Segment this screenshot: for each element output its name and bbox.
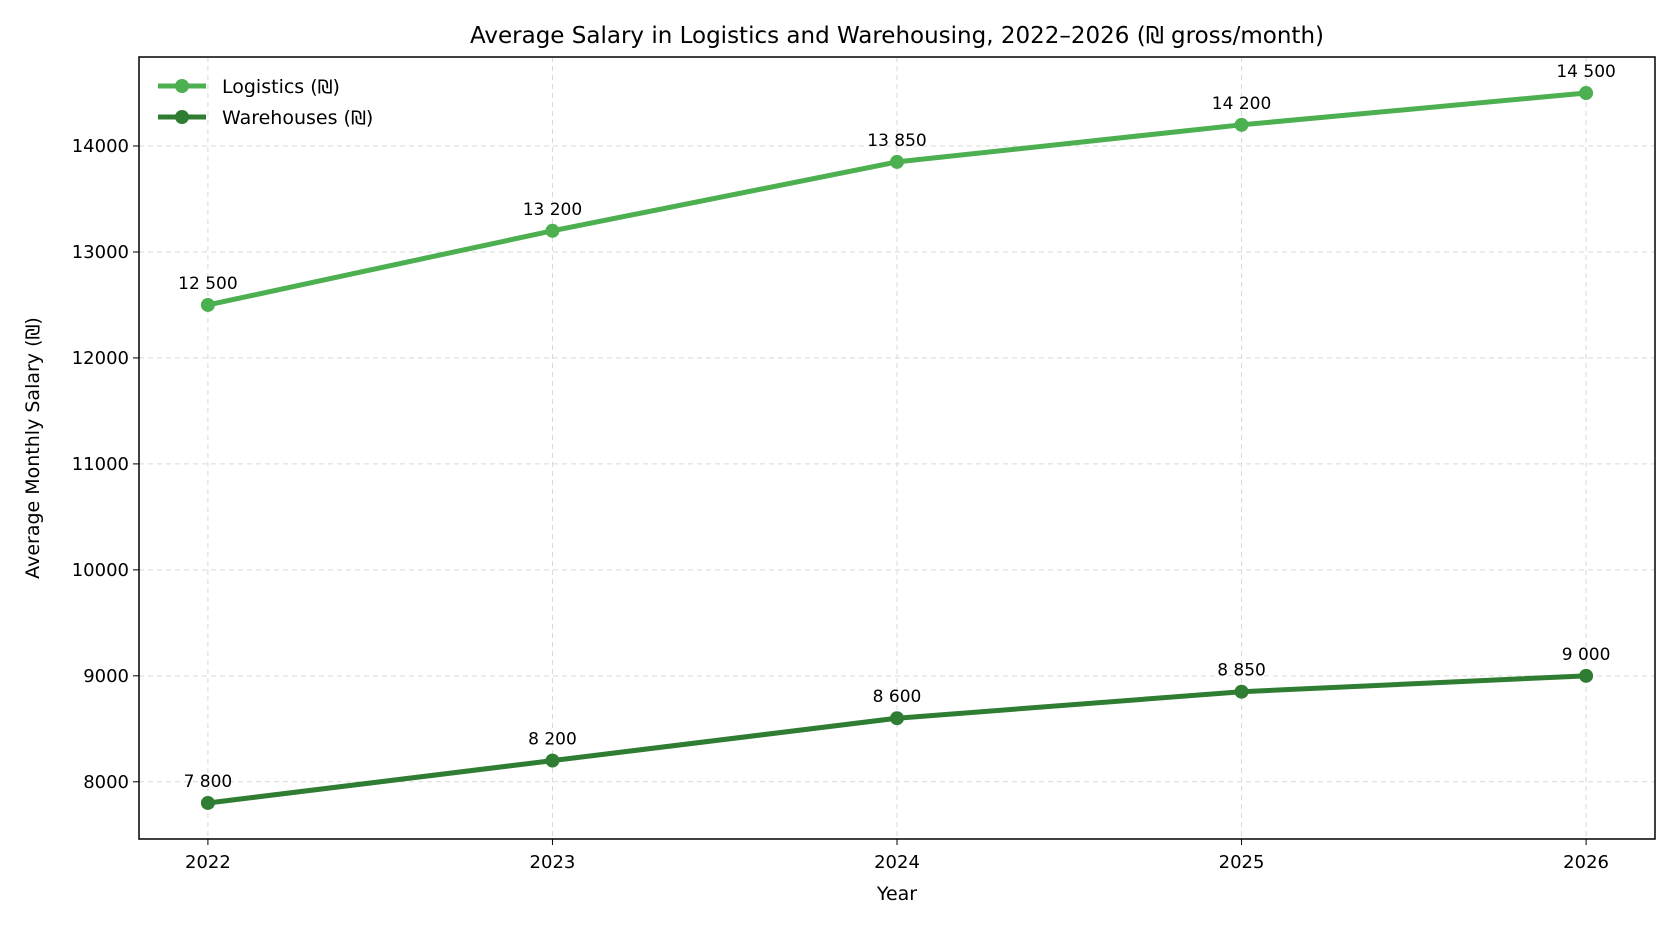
data-label: 12 500 <box>178 274 237 294</box>
data-point <box>890 711 904 726</box>
legend-swatch-marker <box>175 110 189 124</box>
data-label: 14 200 <box>1212 94 1271 114</box>
y-tick-label: 9000 <box>83 666 129 687</box>
y-tick-label: 11000 <box>72 454 129 475</box>
data-label: 13 200 <box>523 200 582 220</box>
data-label: 8 850 <box>1217 661 1266 681</box>
x-tick-label: 2023 <box>530 852 576 873</box>
data-point <box>1579 668 1594 683</box>
data-point <box>200 297 215 312</box>
x-tick-label: 2022 <box>185 852 231 873</box>
data-label: 8 600 <box>873 687 922 707</box>
data-point <box>890 154 904 169</box>
x-tick-label: 2026 <box>1563 852 1609 873</box>
data-point <box>545 753 560 768</box>
series-0: 12 500 13 200 13 850 14 200 14 500 <box>178 62 1616 312</box>
data-label: 9 000 <box>1562 645 1611 665</box>
data-point <box>200 795 215 810</box>
y-axis-label: Average Monthly Salary (₪) <box>22 317 44 579</box>
legend-swatch-marker <box>175 79 189 93</box>
legend: Logistics (₪) Warehouses (₪) <box>158 76 373 129</box>
legend-label: Warehouses (₪) <box>222 107 373 129</box>
y-tick-label: 14000 <box>72 136 129 157</box>
y-tick-label: 8000 <box>83 772 129 793</box>
data-label: 8 200 <box>528 730 577 750</box>
y-tick-label: 13000 <box>72 242 129 263</box>
data-label: 13 850 <box>867 131 926 151</box>
y-tick-label: 12000 <box>72 348 129 369</box>
x-tick-label: 2024 <box>874 852 920 873</box>
x-axis-label: Year <box>876 883 917 905</box>
y-tick-label: 10000 <box>72 560 129 581</box>
data-point <box>1579 86 1594 101</box>
series-1: 7 800 8 200 8 600 8 850 9 000 <box>184 645 1611 810</box>
chart-title: Average Salary in Logistics and Warehous… <box>470 23 1324 49</box>
legend-label: Logistics (₪) <box>222 76 340 98</box>
data-label: 14 500 <box>1556 62 1615 82</box>
data-point <box>1234 117 1249 132</box>
data-point <box>1234 684 1249 699</box>
plot-area-frame <box>138 56 1656 840</box>
data-label: 7 800 <box>184 772 233 792</box>
x-tick-label: 2025 <box>1219 852 1265 873</box>
data-point <box>545 223 560 238</box>
